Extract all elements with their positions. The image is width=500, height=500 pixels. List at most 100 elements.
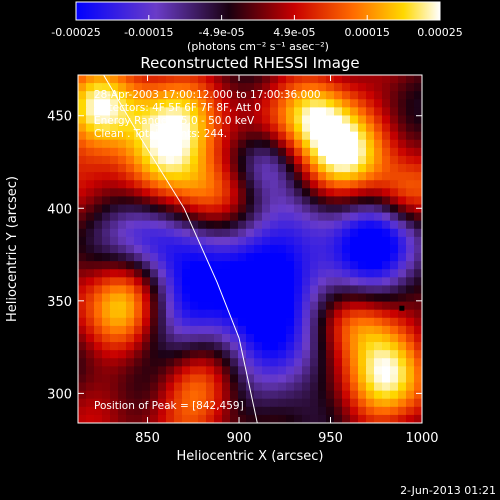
heatmap-cell	[406, 358, 415, 367]
heatmap-cell	[342, 244, 351, 254]
heatmap-cell	[414, 309, 422, 319]
heatmap-cell	[126, 309, 135, 319]
heatmap-cell	[374, 269, 383, 278]
heatmap-cell	[406, 414, 415, 423]
heatmap-cell	[86, 261, 95, 270]
heatmap-cell	[374, 301, 383, 311]
heatmap-cell	[166, 123, 175, 133]
heatmap-cell	[198, 277, 207, 287]
heatmap-cell	[286, 374, 295, 384]
heatmap-cell	[278, 99, 287, 108]
heatmap-cell	[334, 228, 343, 238]
heatmap-cell	[286, 196, 295, 206]
heatmap-cell	[278, 180, 287, 189]
heatmap-cell	[390, 333, 399, 343]
heatmap-cell	[206, 155, 215, 165]
heatmap-cell	[382, 115, 391, 125]
heatmap-cell	[246, 333, 255, 343]
heatmap-cell	[350, 228, 359, 238]
heatmap-cell	[86, 366, 95, 376]
heatmap-cell	[214, 285, 223, 295]
heatmap-cell	[414, 139, 422, 149]
heatmap-cell	[150, 172, 159, 181]
heatmap-cell	[142, 390, 151, 400]
heatmap-cell	[230, 374, 239, 384]
heatmap-cell	[86, 277, 95, 287]
heatmap-cell	[262, 147, 271, 157]
heatmap-cell	[334, 107, 343, 117]
heatmap-cell	[278, 236, 287, 246]
heatmap-cell	[310, 123, 319, 133]
heatmap-cell	[86, 196, 95, 206]
heatmap-cell	[318, 123, 327, 133]
heatmap-cell	[310, 131, 319, 141]
heatmap-cell	[310, 172, 319, 181]
heatmap-cell	[118, 131, 127, 141]
heatmap-cell	[206, 164, 215, 173]
heatmap-cell	[78, 358, 87, 367]
heatmap-cell	[246, 285, 255, 295]
heatmap-cell	[286, 212, 295, 222]
colorbar-ticks: -0.00025 -0.00015 -4.9e-05 4.9e-05 0.00015 0.…	[51, 15, 463, 39]
heatmap-cell	[278, 358, 287, 367]
heatmap-cell	[78, 406, 87, 416]
heatmap-cell	[190, 188, 199, 197]
heatmap-cell	[182, 317, 191, 327]
heatmap-cell	[102, 406, 111, 416]
heatmap-cell	[398, 244, 407, 254]
heatmap-cell	[174, 131, 183, 141]
heatmap-cell	[222, 139, 231, 149]
heatmap-cell	[134, 188, 143, 197]
heatmap-cell	[190, 139, 199, 149]
heatmap-cell	[414, 236, 422, 246]
heatmap-cell	[126, 390, 135, 400]
heatmap-cell	[358, 91, 367, 100]
heatmap-cell	[222, 115, 231, 125]
heatmap-cell	[278, 164, 287, 173]
heatmap-cell	[158, 91, 167, 100]
heatmap-cell	[190, 204, 199, 214]
colorbar-tick-label: -4.9e-05	[198, 26, 244, 39]
heatmap-cell	[102, 244, 111, 254]
heatmap-cell	[78, 123, 87, 133]
heatmap-cell	[126, 366, 135, 376]
heatmap-cell	[390, 390, 399, 400]
heatmap-cell	[326, 228, 335, 238]
heatmap-cell	[230, 212, 239, 222]
heatmap-cell	[214, 107, 223, 117]
heatmap-cell	[358, 301, 367, 311]
heatmap-cell	[358, 164, 367, 173]
heatmap-cell	[254, 406, 263, 416]
heatmap-cell	[302, 131, 311, 141]
heatmap-cell	[334, 180, 343, 189]
heatmap-cell	[102, 212, 111, 222]
heatmap-cell	[286, 285, 295, 295]
heatmap-cell	[230, 317, 239, 327]
heatmap-cell	[406, 244, 415, 254]
heatmap-cell	[86, 99, 95, 108]
heatmap-cell	[374, 91, 383, 100]
solar-limb-curve	[103, 75, 258, 423]
heatmap-cell	[206, 188, 215, 197]
heatmap-cell	[102, 325, 111, 335]
heatmap-cell	[326, 188, 335, 197]
heatmap-cell	[110, 91, 119, 100]
heatmap-cell	[294, 342, 303, 351]
heatmap-cell	[198, 188, 207, 197]
heatmap-cell	[382, 317, 391, 327]
heatmap-cell	[254, 212, 263, 222]
heatmap-cell	[326, 317, 335, 327]
heatmap-cell	[350, 155, 359, 165]
heatmap-cell	[382, 325, 391, 335]
heatmap-cell	[182, 358, 191, 367]
heatmap-cell	[238, 261, 247, 270]
heatmap-cell	[158, 414, 167, 423]
heatmap-cell	[110, 155, 119, 165]
heatmap-cell	[222, 91, 231, 100]
heatmap-cell	[238, 107, 247, 117]
heatmap-cell	[238, 91, 247, 100]
heatmap-cell	[238, 414, 247, 423]
heatmap-cell	[358, 188, 367, 197]
heatmap-cell	[398, 236, 407, 246]
heatmap-cell	[190, 196, 199, 206]
